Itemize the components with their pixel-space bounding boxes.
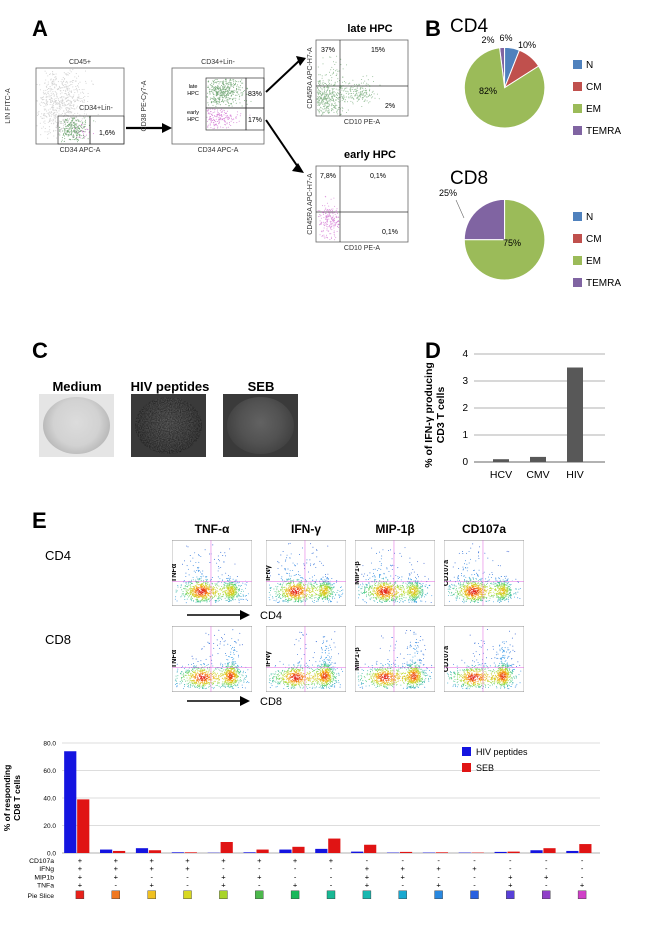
svg-text:N: N bbox=[586, 212, 593, 223]
svg-text:CD3 T cells: CD3 T cells bbox=[435, 387, 447, 444]
svg-text:2%: 2% bbox=[385, 103, 395, 110]
svg-text:-: - bbox=[258, 881, 261, 890]
svg-text:+: + bbox=[221, 881, 226, 890]
svg-text:15%: 15% bbox=[371, 47, 385, 54]
svg-text:6%: 6% bbox=[499, 33, 512, 43]
svg-text:CD8 T cells: CD8 T cells bbox=[12, 775, 22, 821]
svg-text:CD34 APC-A: CD34 APC-A bbox=[198, 147, 239, 154]
svg-text:HPC: HPC bbox=[187, 91, 199, 97]
svg-text:CD34 APC-A: CD34 APC-A bbox=[60, 147, 101, 154]
svg-text:25%: 25% bbox=[439, 188, 457, 198]
svg-text:TEMRA: TEMRA bbox=[586, 126, 621, 137]
svg-text:TNFa: TNFa bbox=[37, 883, 54, 890]
svg-text:CD45RA APC-H7-A: CD45RA APC-H7-A bbox=[307, 47, 314, 109]
svg-text:83%: 83% bbox=[248, 91, 262, 98]
svg-text:CD10 PE-A: CD10 PE-A bbox=[344, 119, 381, 126]
svg-text:0.0: 0.0 bbox=[47, 851, 56, 858]
svg-text:+: + bbox=[365, 881, 370, 890]
svg-text:-: - bbox=[545, 881, 548, 890]
svg-text:75%: 75% bbox=[503, 238, 521, 248]
svg-text:CMV: CMV bbox=[526, 469, 549, 481]
svg-text:late: late bbox=[189, 84, 198, 90]
svg-text:-: - bbox=[115, 881, 118, 890]
svg-text:+: + bbox=[508, 881, 513, 890]
svg-text:4: 4 bbox=[462, 349, 468, 360]
svg-text:SEB: SEB bbox=[476, 763, 494, 773]
svg-text:TNFα: TNFα bbox=[172, 649, 178, 668]
svg-text:TEMRA: TEMRA bbox=[586, 278, 621, 289]
svg-text:IFNg: IFNg bbox=[39, 866, 54, 873]
svg-text:+: + bbox=[150, 881, 155, 890]
svg-text:17%: 17% bbox=[248, 117, 262, 124]
svg-text:N: N bbox=[586, 60, 593, 71]
svg-text:CD107a: CD107a bbox=[444, 559, 450, 586]
svg-text:CD45+: CD45+ bbox=[69, 59, 91, 66]
svg-text:HIV peptides: HIV peptides bbox=[476, 747, 528, 757]
svg-text:CD10 PE-A: CD10 PE-A bbox=[344, 245, 381, 252]
svg-text:IFNγ: IFNγ bbox=[266, 565, 272, 581]
svg-text:82%: 82% bbox=[479, 86, 497, 96]
svg-text:-: - bbox=[473, 881, 476, 890]
svg-text:MIP1-β: MIP1-β bbox=[355, 561, 361, 585]
svg-text:0: 0 bbox=[462, 457, 468, 468]
svg-text:+: + bbox=[580, 881, 585, 890]
svg-text:% of responding: % of responding bbox=[2, 765, 12, 832]
svg-text:EM: EM bbox=[586, 256, 601, 267]
svg-text:CD38 PE-Cy7-A: CD38 PE-Cy7-A bbox=[141, 80, 148, 131]
svg-text:MIP1b: MIP1b bbox=[34, 874, 54, 881]
svg-text:CD4: CD4 bbox=[450, 16, 488, 37]
svg-text:3: 3 bbox=[462, 376, 468, 387]
svg-text:0,1%: 0,1% bbox=[382, 229, 398, 236]
svg-text:late HPC: late HPC bbox=[347, 23, 392, 35]
svg-text:CD107a: CD107a bbox=[444, 645, 450, 672]
svg-text:2%: 2% bbox=[481, 35, 494, 45]
svg-text:+: + bbox=[293, 881, 298, 890]
svg-text:0,1%: 0,1% bbox=[370, 173, 386, 180]
svg-text:10%: 10% bbox=[518, 40, 536, 50]
svg-text:CD34+Lin-: CD34+Lin- bbox=[201, 59, 235, 66]
svg-text:CD45RA APC-H7-A: CD45RA APC-H7-A bbox=[307, 173, 314, 235]
svg-text:40.0: 40.0 bbox=[43, 796, 56, 803]
svg-text:CM: CM bbox=[586, 82, 602, 93]
svg-text:EM: EM bbox=[586, 104, 601, 115]
svg-text:80.0: 80.0 bbox=[43, 741, 56, 748]
svg-text:2: 2 bbox=[462, 403, 468, 414]
svg-text:early: early bbox=[187, 110, 199, 116]
svg-text:+: + bbox=[78, 881, 83, 890]
svg-text:HCV: HCV bbox=[490, 469, 512, 481]
svg-text:early HPC: early HPC bbox=[344, 149, 396, 161]
svg-text:HIV: HIV bbox=[566, 469, 584, 481]
svg-text:TNFα: TNFα bbox=[172, 563, 178, 582]
svg-text:% of IFN-γ producing: % of IFN-γ producing bbox=[423, 362, 435, 468]
svg-text:IFNγ: IFNγ bbox=[266, 651, 272, 667]
svg-text:CD107a: CD107a bbox=[29, 858, 54, 865]
svg-text:-: - bbox=[401, 881, 404, 890]
svg-text:7,8%: 7,8% bbox=[320, 173, 336, 180]
svg-text:20.0: 20.0 bbox=[43, 823, 56, 830]
svg-text:1,6%: 1,6% bbox=[99, 130, 115, 137]
svg-text:1: 1 bbox=[462, 430, 468, 441]
svg-text:CD4: CD4 bbox=[260, 610, 282, 622]
svg-text:MIP1-β: MIP1-β bbox=[355, 647, 361, 671]
svg-text:Pie Slice: Pie Slice bbox=[28, 893, 55, 900]
svg-text:CD8: CD8 bbox=[450, 168, 488, 189]
svg-text:-: - bbox=[330, 881, 333, 890]
svg-text:+: + bbox=[436, 881, 441, 890]
svg-text:37%: 37% bbox=[321, 47, 335, 54]
svg-text:60.0: 60.0 bbox=[43, 768, 56, 775]
svg-text:HPC: HPC bbox=[187, 117, 199, 123]
svg-text:CM: CM bbox=[586, 234, 602, 245]
svg-text:LIN FITC-A: LIN FITC-A bbox=[5, 88, 12, 124]
svg-text:-: - bbox=[186, 881, 189, 890]
